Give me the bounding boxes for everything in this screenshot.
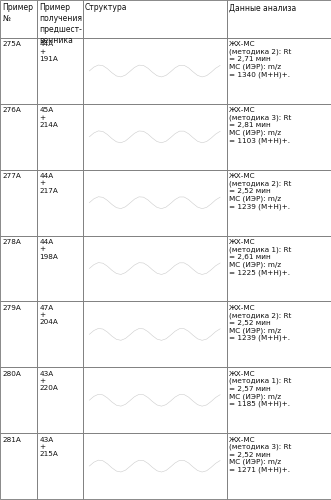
Bar [83, 38, 227, 104]
Bar [227, 0, 331, 38]
Bar [227, 302, 331, 367]
Bar [83, 433, 227, 499]
Text: 279A: 279A [2, 305, 21, 311]
Text: ЖХ-МС
(методика 3): Rt
= 2,52 мин
МС (ИЭР): m/z
= 1271 (M+H)+.: ЖХ-МС (методика 3): Rt = 2,52 мин МС (ИЭ… [229, 436, 291, 473]
Bar [83, 0, 227, 38]
Text: 43A
+
220A: 43A + 220A [39, 370, 58, 391]
Bar [0, 236, 37, 302]
Text: 44A
+
191A: 44A + 191A [39, 42, 58, 62]
Text: 44A
+
198A: 44A + 198A [39, 239, 58, 260]
Bar [37, 236, 83, 302]
Bar [83, 367, 227, 433]
Bar [227, 433, 331, 499]
Text: Структура: Структура [85, 4, 127, 13]
Bar [0, 367, 37, 433]
Bar [37, 367, 83, 433]
Bar [37, 433, 83, 499]
Text: 281A: 281A [2, 436, 21, 442]
Text: ЖХ-МС
(методика 2): Rt
= 2,71 мин
МС (ИЭР): m/z
= 1340 (M+H)+.: ЖХ-МС (методика 2): Rt = 2,71 мин МС (ИЭ… [229, 42, 291, 78]
Text: 43A
+
215A: 43A + 215A [39, 436, 58, 457]
Bar [0, 0, 37, 38]
Text: Данные анализа: Данные анализа [229, 4, 296, 13]
Bar [0, 38, 37, 104]
Text: ЖХ-МС
(методика 2): Rt
= 2,52 мин
МС (ИЭР): m/z
= 1239 (M+H)+.: ЖХ-МС (методика 2): Rt = 2,52 мин МС (ИЭ… [229, 305, 291, 342]
Bar [37, 302, 83, 367]
Bar [37, 104, 83, 170]
Text: 44A
+
217A: 44A + 217A [39, 173, 58, 194]
Text: 278A: 278A [2, 239, 21, 245]
Bar [0, 104, 37, 170]
Bar [0, 170, 37, 235]
Text: 45A
+
214A: 45A + 214A [39, 108, 58, 128]
Text: 276A: 276A [2, 108, 21, 114]
Text: ЖХ-МС
(методика 1): Rt
= 2,57 мин
МС (ИЭР): m/z
= 1185 (M+H)+.: ЖХ-МС (методика 1): Rt = 2,57 мин МС (ИЭ… [229, 370, 291, 407]
Bar [0, 433, 37, 499]
Text: ЖХ-МС
(методика 2): Rt
= 2,52 мин
МС (ИЭР): m/z
= 1239 (M+H)+.: ЖХ-МС (методика 2): Rt = 2,52 мин МС (ИЭ… [229, 173, 291, 210]
Text: 277A: 277A [2, 173, 21, 179]
Bar [227, 236, 331, 302]
Bar [83, 170, 227, 235]
Bar [83, 236, 227, 302]
Bar [227, 38, 331, 104]
Bar [37, 38, 83, 104]
Text: 275A: 275A [2, 42, 21, 48]
Bar [83, 104, 227, 170]
Bar [227, 367, 331, 433]
Text: ЖХ-МС
(методика 1): Rt
= 2,61 мин
МС (ИЭР): m/z
= 1225 (M+H)+.: ЖХ-МС (методика 1): Rt = 2,61 мин МС (ИЭ… [229, 239, 291, 276]
Bar [37, 170, 83, 235]
Bar [0, 302, 37, 367]
Bar [227, 104, 331, 170]
Text: 280A: 280A [2, 370, 21, 377]
Bar [227, 170, 331, 235]
Text: ЖХ-МС
(методика 3): Rt
= 2,81 мин
МС (ИЭР): m/z
= 1103 (M+H)+.: ЖХ-МС (методика 3): Rt = 2,81 мин МС (ИЭ… [229, 108, 291, 144]
Bar [83, 302, 227, 367]
Text: Пример
получения
предшест-
венника: Пример получения предшест- венника [39, 4, 82, 45]
Text: Пример
№: Пример № [2, 4, 33, 23]
Text: 47A
+
204A: 47A + 204A [39, 305, 58, 326]
Bar [37, 0, 83, 38]
